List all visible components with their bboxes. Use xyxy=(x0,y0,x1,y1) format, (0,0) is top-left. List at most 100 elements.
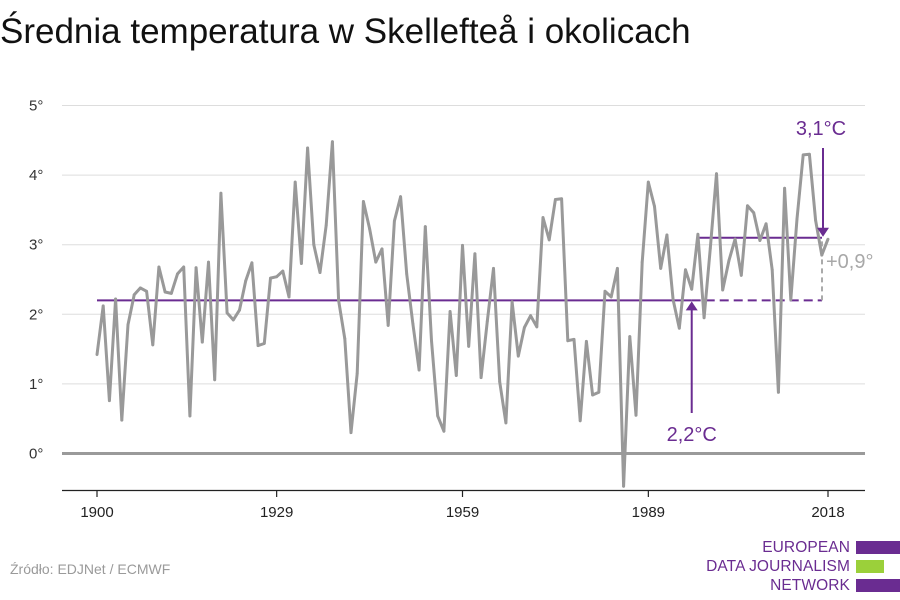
data-point xyxy=(516,354,520,358)
data-point xyxy=(355,372,359,375)
data-point xyxy=(331,140,334,144)
data-point xyxy=(479,376,483,380)
series-group xyxy=(95,140,830,488)
data-point xyxy=(293,180,297,184)
data-point xyxy=(814,218,818,222)
logo-line-2: DATA JOURNALISM xyxy=(706,558,850,575)
data-point xyxy=(430,339,433,343)
data-point xyxy=(640,260,644,264)
data-point xyxy=(764,222,768,226)
data-point xyxy=(634,413,638,417)
data-point xyxy=(275,275,279,279)
data-point xyxy=(454,374,458,377)
data-point xyxy=(448,310,452,313)
logo-bar-3 xyxy=(856,579,900,592)
data-point xyxy=(795,217,799,221)
data-point xyxy=(392,219,396,223)
gridlines xyxy=(62,105,865,455)
data-point xyxy=(628,335,632,338)
recent-average-label: 3,1°C xyxy=(796,118,846,140)
data-point xyxy=(752,211,756,215)
data-point xyxy=(578,419,582,423)
difference-label: +0,9° xyxy=(826,251,873,273)
data-point xyxy=(361,200,365,203)
data-point xyxy=(777,390,780,394)
data-point xyxy=(312,243,316,247)
data-point xyxy=(169,292,173,295)
data-point xyxy=(739,273,743,277)
data-point xyxy=(566,339,570,343)
data-point xyxy=(541,216,545,219)
data-point xyxy=(337,298,341,302)
data-point xyxy=(349,431,353,435)
data-point xyxy=(207,260,210,264)
data-point xyxy=(269,276,272,280)
data-point xyxy=(783,186,787,190)
data-point xyxy=(820,253,824,257)
data-point xyxy=(789,298,793,302)
x-tick-label: 2018 xyxy=(811,504,844,521)
annotations: 3,1°C 2,2°C +0,9° xyxy=(667,118,874,446)
data-point xyxy=(324,223,328,227)
data-point xyxy=(95,353,99,357)
data-point xyxy=(721,288,725,292)
data-point xyxy=(151,343,155,347)
data-point xyxy=(182,265,186,269)
data-point xyxy=(213,378,217,382)
data-point xyxy=(101,304,105,308)
y-tick-label: 5° xyxy=(29,98,43,115)
data-point xyxy=(114,297,117,301)
data-point xyxy=(677,326,681,330)
data-point xyxy=(256,344,260,348)
source-note: Źródło: EDJNet / ECMWF xyxy=(10,561,171,577)
data-point xyxy=(572,337,576,341)
data-point xyxy=(238,308,241,312)
data-point xyxy=(442,429,446,433)
logo-text: EUROPEAN DATA JOURNALISM NETWORK xyxy=(706,538,850,595)
data-point xyxy=(770,268,774,272)
data-point xyxy=(622,484,625,488)
data-point xyxy=(504,421,508,425)
data-point xyxy=(665,233,669,237)
recent-arrow-head xyxy=(817,227,829,237)
data-point xyxy=(244,279,248,283)
x-tick-label: 1900 xyxy=(80,504,113,521)
x-tick-label: 1929 xyxy=(260,504,293,521)
data-point xyxy=(758,239,762,242)
data-point xyxy=(671,298,675,302)
data-point xyxy=(473,252,477,256)
data-point xyxy=(591,393,594,397)
y-tick-label: 4° xyxy=(29,167,43,184)
data-point xyxy=(306,146,310,150)
baseline-label: 2,2°C xyxy=(667,424,717,446)
data-point xyxy=(603,289,607,293)
data-point xyxy=(120,418,124,422)
data-point xyxy=(690,287,694,291)
data-point xyxy=(343,337,347,341)
logo-line-3: NETWORK xyxy=(770,577,850,594)
data-point xyxy=(436,414,440,418)
data-point xyxy=(411,322,415,326)
data-point xyxy=(194,266,198,270)
data-point xyxy=(609,295,613,299)
data-point xyxy=(467,344,471,348)
logo-line-1: EUROPEAN xyxy=(762,539,850,556)
data-point xyxy=(659,266,663,270)
data-point xyxy=(584,340,588,343)
data-point xyxy=(492,266,495,270)
data-point xyxy=(535,325,539,329)
data-point xyxy=(523,326,526,329)
x-axis: 1900 1929 1959 1989 2018 xyxy=(62,489,865,521)
data-point xyxy=(826,237,830,241)
data-point xyxy=(188,414,192,418)
data-point xyxy=(715,172,718,176)
data-point xyxy=(746,204,749,208)
data-point xyxy=(615,266,619,270)
data-point xyxy=(560,197,564,201)
data-point xyxy=(702,316,706,320)
chart-title: Średnia temperatura w Skellefteå i okoli… xyxy=(0,12,691,51)
logo-bar-2 xyxy=(856,560,884,573)
data-point xyxy=(733,237,737,241)
data-point xyxy=(405,272,409,276)
